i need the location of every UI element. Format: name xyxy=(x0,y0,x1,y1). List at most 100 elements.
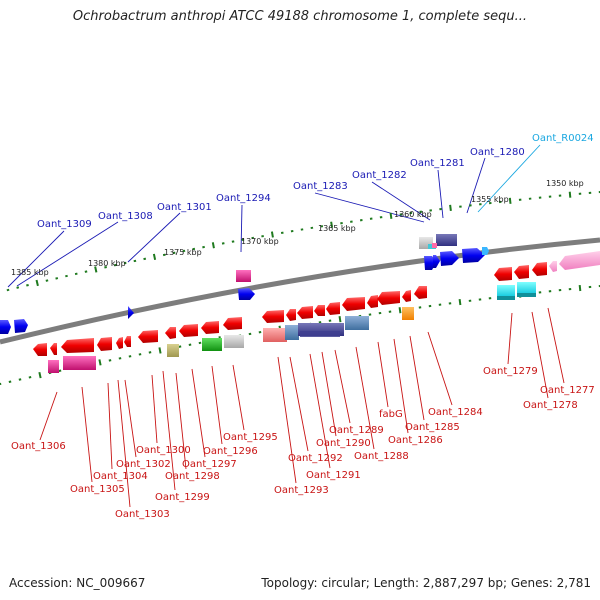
scale-tick xyxy=(94,266,98,273)
scale-tick xyxy=(568,191,572,198)
label-connector xyxy=(289,356,309,452)
gene-label: Oant_1292 xyxy=(288,453,343,464)
label-connector xyxy=(314,192,425,223)
gene-oant-1309 xyxy=(0,320,11,334)
scale-label: 1355 kbp xyxy=(471,195,509,204)
label-connector xyxy=(466,157,486,214)
gene-label: Oant_1284 xyxy=(428,407,483,418)
gene-label: Oant_1304 xyxy=(93,471,148,482)
gene-oant-1297 xyxy=(201,321,219,334)
gene-label: Oant_1277 xyxy=(540,385,595,396)
gene-block-teal-a xyxy=(497,296,515,300)
gene-label: Oant_1299 xyxy=(155,492,210,503)
accession-text: Accession: NC_009667 xyxy=(9,576,146,590)
scale-tick xyxy=(38,371,42,379)
label-connector xyxy=(477,144,541,213)
gene-block-orange xyxy=(402,307,414,320)
gene-oant-1294 xyxy=(238,288,255,300)
reverse-strand-genes xyxy=(33,251,600,373)
gene-oant-1296 xyxy=(223,317,242,330)
gene-oant-1288 xyxy=(342,297,365,311)
scale-tick xyxy=(152,253,157,261)
gene-label: Oant_1296 xyxy=(203,446,258,457)
gene-pink-1 xyxy=(549,261,557,272)
gene-oant-1298 xyxy=(179,324,198,337)
scale-label: 1350 kbp xyxy=(546,179,584,188)
scale-labels: 1385 kbp 1380 kbp 1375 kbp 1370 kbp 1365… xyxy=(11,179,584,277)
gene-label: Oant_R0024 xyxy=(532,133,594,144)
scale-label: 1370 kbp xyxy=(241,237,279,246)
scale-tick xyxy=(338,316,342,323)
gene-oant-1286 xyxy=(377,291,400,305)
gene-label: Oant_1282 xyxy=(352,170,407,181)
scale-label: 1360 kbp xyxy=(394,210,432,219)
scale-tick xyxy=(270,231,274,238)
gene-label: Oant_1286 xyxy=(388,435,443,446)
gene-label: Oant_1302 xyxy=(116,459,171,470)
scale-label: 1380 kbp xyxy=(88,259,126,268)
gene-label: Oant_1309 xyxy=(37,219,92,230)
label-connector xyxy=(393,338,409,434)
gene-label: Oant_1305 xyxy=(70,484,125,495)
label-connector xyxy=(334,349,351,424)
label-connector xyxy=(507,312,513,365)
gene-oant-1305 xyxy=(50,343,57,355)
scale-tick xyxy=(35,279,39,287)
gene-block-magenta-a xyxy=(48,360,59,373)
label-connector xyxy=(16,221,119,287)
gene-label: Oant_1285 xyxy=(405,422,460,433)
scale-tick xyxy=(578,284,582,292)
label-connector xyxy=(211,365,223,445)
gene-oant-1282 xyxy=(440,251,459,266)
label-connector xyxy=(427,331,453,406)
forward-strand-genes xyxy=(0,234,489,334)
gene-oant-1299 xyxy=(165,327,176,339)
gene-block-magenta-b xyxy=(63,356,96,370)
label-connector xyxy=(371,181,431,221)
gene-oant-1291 xyxy=(297,306,313,319)
gene-label: Oant_1297 xyxy=(182,459,237,470)
gene-block-magenta-top xyxy=(236,270,251,282)
gene-block-steel-b xyxy=(345,316,369,330)
gene-block-pink-small xyxy=(432,243,437,248)
gene-oant-1304 xyxy=(61,338,94,353)
scale-label: 1375 kbp xyxy=(164,248,202,257)
gene-label: Oant_1280 xyxy=(470,147,525,158)
gene-block-cyan-b xyxy=(517,282,536,296)
gene-label: Oant_1289 xyxy=(329,425,384,436)
scale-tick xyxy=(508,197,512,204)
label-connector xyxy=(39,391,58,441)
gene-label: Oant_1300 xyxy=(136,445,191,456)
forward-gene-labels[interactable]: Oant_1309 Oant_1308 Oant_1301 Oant_1294 … xyxy=(37,133,594,230)
gene-label: fabG xyxy=(379,409,403,420)
label-connector xyxy=(162,370,176,491)
gene-oant-1303 xyxy=(97,337,112,351)
label-connector xyxy=(277,356,297,484)
gene-oant-1282a xyxy=(433,255,440,268)
gene-oant-r0024 xyxy=(482,247,489,255)
gene-oant-1308 xyxy=(14,319,28,333)
label-connector xyxy=(309,353,331,469)
reverse-gene-labels[interactable]: Oant_1306 Oant_1305 Oant_1304 Oant_1303 … xyxy=(11,366,595,520)
gene-oant-1302b xyxy=(124,336,131,347)
gene-oant-1278 xyxy=(514,265,529,279)
bottom-label-connectors xyxy=(39,307,565,508)
gene-label: Oant_1288 xyxy=(354,451,409,462)
chromosome-backbone xyxy=(0,237,600,345)
gene-block-grey-low xyxy=(224,335,244,348)
gene-oant-1293 xyxy=(262,310,284,323)
scale-tick xyxy=(211,242,215,249)
gene-pink-2 xyxy=(559,251,600,270)
label-connector xyxy=(240,204,243,253)
gene-oant-1300 xyxy=(138,330,158,343)
label-connector xyxy=(232,364,245,431)
gene-label: Oant_1281 xyxy=(410,158,465,169)
gene-label: Oant_1303 xyxy=(115,509,170,520)
label-connector xyxy=(355,346,375,450)
gene-label: Oant_1295 xyxy=(223,432,278,443)
gene-oant-1285 xyxy=(402,290,411,302)
gene-label: Oant_1293 xyxy=(274,485,329,496)
scale-tick xyxy=(398,307,402,314)
scale-tick xyxy=(158,347,162,354)
